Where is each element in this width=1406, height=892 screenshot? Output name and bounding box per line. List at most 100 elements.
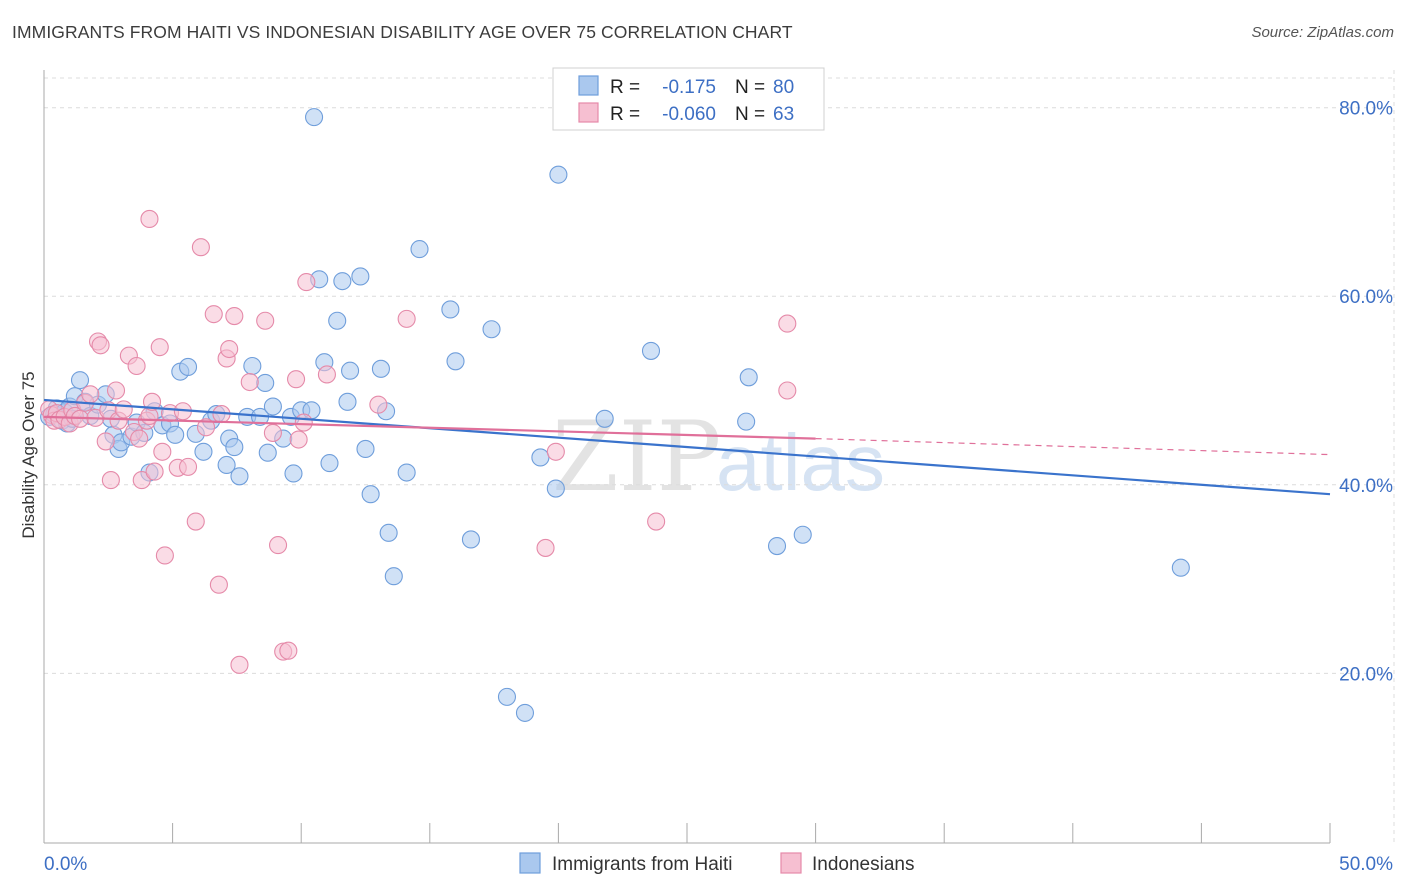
indonesian-point	[369, 395, 388, 414]
indonesian-point	[225, 306, 244, 326]
haiti-trend-line	[43, 398, 1331, 496]
series-legend-label-indonesians: Indonesians	[812, 854, 914, 875]
haiti-point	[379, 523, 398, 542]
indonesian-point	[294, 413, 313, 432]
legend-n-value-haiti: 80	[773, 77, 794, 98]
indonesian-point	[196, 418, 216, 437]
haiti-point	[497, 687, 517, 706]
haiti-point	[549, 165, 568, 184]
indonesian-point	[279, 641, 298, 660]
watermark-zip: ZIP	[552, 401, 721, 513]
haiti-point	[515, 703, 535, 722]
x-tick-label: 50.0%	[1339, 854, 1393, 875]
legend-swatch-haiti	[578, 75, 599, 96]
y-tick-label: 80.0%	[1339, 99, 1393, 120]
indonesian-point	[150, 338, 169, 357]
haiti-point	[595, 409, 614, 428]
haiti-point	[446, 352, 465, 371]
haiti-point	[217, 455, 236, 475]
series-legend-swatch-indonesians	[780, 852, 802, 874]
haiti-point	[320, 454, 339, 473]
indonesian-point	[263, 423, 282, 442]
haiti-point	[793, 525, 812, 544]
haiti-point	[546, 479, 565, 498]
indonesian-point	[81, 385, 100, 404]
indonesian-point	[397, 309, 416, 328]
haiti-point	[178, 357, 198, 376]
tick-labels: 20.0% 40.0% 60.0% 80.0% 0.0% 50.0%	[44, 99, 1393, 875]
indonesian-point	[142, 392, 162, 411]
indonesian-point	[186, 512, 205, 531]
indonesian-point	[204, 305, 223, 324]
haiti-point	[739, 368, 758, 387]
x-tick-label: 0.0%	[44, 854, 87, 875]
legend-r-value-indonesians: -0.060	[662, 104, 716, 125]
y-tick-label: 40.0%	[1339, 476, 1393, 497]
indonesian-point	[297, 273, 316, 292]
indonesian-point	[647, 512, 666, 531]
indonesian-point	[289, 430, 308, 449]
haiti-point	[305, 108, 324, 127]
haiti-point	[194, 442, 213, 461]
haiti-point	[243, 356, 262, 376]
watermark-atlas: atlas	[716, 418, 885, 507]
watermark: ZIP atlas	[552, 401, 885, 513]
indonesian-point	[140, 209, 159, 228]
haiti-point	[767, 537, 787, 556]
haiti-point	[461, 530, 481, 549]
indonesian-point	[240, 372, 259, 392]
haiti-point	[737, 412, 756, 431]
haiti-point	[166, 425, 185, 444]
indonesian-point	[209, 575, 228, 594]
haiti-point	[328, 311, 347, 330]
haiti-point	[384, 567, 403, 586]
indonesian-point	[287, 370, 306, 389]
haiti-point	[263, 397, 282, 416]
legend-swatch-indonesians	[578, 102, 599, 123]
indonesian-point	[546, 442, 565, 461]
legend-n-value-indonesians: 63	[773, 104, 794, 125]
indonesian-point	[269, 536, 288, 555]
haiti-point	[641, 341, 661, 360]
legend-r-label-indonesians: R =	[610, 104, 640, 125]
legend-n-label-haiti: N =	[735, 77, 765, 98]
series-legend-label-haiti: Immigrants from Haiti	[552, 854, 733, 875]
source-credit: Source: ZipAtlas.com	[1251, 24, 1394, 41]
series-legend-swatch-haiti	[519, 852, 541, 874]
haiti-point	[1171, 558, 1190, 577]
indonesian-point	[317, 365, 336, 384]
stats-legend: R = -0.175 N = 80 R = -0.060 N = 63	[552, 67, 825, 131]
axes	[43, 70, 1331, 844]
chart-title: IMMIGRANTS FROM HAITI VS INDONESIAN DISA…	[12, 22, 793, 42]
trend-lines	[43, 398, 1331, 496]
indonesian-point	[106, 381, 126, 400]
indonesian-trend-line	[43, 415, 816, 440]
haiti-point	[341, 361, 360, 380]
haiti-point	[361, 485, 380, 504]
indonesian-point	[91, 336, 110, 355]
y-tick-label: 20.0%	[1339, 664, 1393, 685]
haiti-point	[70, 371, 90, 390]
haiti-point	[256, 373, 275, 393]
haiti-point	[333, 272, 352, 291]
haiti-point	[230, 467, 249, 486]
indonesian-point	[101, 471, 120, 490]
indonesian-point	[127, 356, 146, 376]
haiti-point	[284, 464, 303, 483]
indonesian-point	[130, 429, 149, 448]
haiti-point	[410, 240, 429, 259]
haiti-point	[441, 300, 460, 319]
haiti-point	[482, 320, 501, 339]
indonesian-point	[153, 442, 172, 461]
indonesian-point	[230, 655, 249, 674]
indonesian-point	[132, 471, 151, 490]
indonesian-point	[96, 432, 115, 451]
haiti-point	[371, 359, 390, 378]
haiti-point	[397, 463, 416, 482]
indonesian-point	[145, 462, 164, 481]
indonesian-point	[155, 546, 174, 565]
haiti-point	[531, 448, 550, 467]
indonesian-point	[536, 538, 555, 557]
legend-n-label-indonesians: N =	[735, 104, 765, 125]
